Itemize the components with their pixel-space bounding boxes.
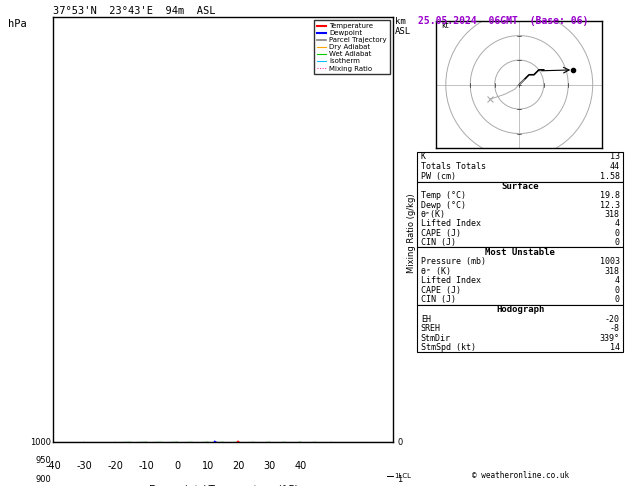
Text: 13: 13 xyxy=(610,152,620,161)
Text: 20: 20 xyxy=(233,461,245,471)
Text: -30: -30 xyxy=(77,461,92,471)
Text: 37°53'N  23°43'E  94m  ASL: 37°53'N 23°43'E 94m ASL xyxy=(53,6,216,16)
Text: EH: EH xyxy=(421,314,431,324)
Text: 19.8: 19.8 xyxy=(599,191,620,200)
Text: Totals Totals: Totals Totals xyxy=(421,162,486,171)
Text: K: K xyxy=(421,152,426,161)
Text: 0: 0 xyxy=(615,238,620,247)
Text: 10: 10 xyxy=(202,461,214,471)
Text: 318: 318 xyxy=(604,210,620,219)
Text: 4: 4 xyxy=(615,220,620,228)
Text: hPa: hPa xyxy=(8,19,27,30)
Text: -8: -8 xyxy=(610,324,620,333)
Text: 25.05.2024  06GMT  (Base: 06): 25.05.2024 06GMT (Base: 06) xyxy=(418,16,588,26)
Text: PW (cm): PW (cm) xyxy=(421,172,456,181)
Text: kt: kt xyxy=(441,21,448,30)
Text: 40: 40 xyxy=(294,461,306,471)
Text: 318: 318 xyxy=(604,267,620,276)
Text: 44: 44 xyxy=(610,162,620,171)
Text: -20: -20 xyxy=(108,461,123,471)
Text: CAPE (J): CAPE (J) xyxy=(421,286,461,295)
Text: Lifted Index: Lifted Index xyxy=(421,220,481,228)
Text: 339°: 339° xyxy=(599,333,620,343)
Text: 1LCL: 1LCL xyxy=(394,472,411,479)
Text: Pressure (mb): Pressure (mb) xyxy=(421,257,486,266)
Text: Lifted Index: Lifted Index xyxy=(421,277,481,285)
Text: 900: 900 xyxy=(36,475,52,484)
Text: CAPE (J): CAPE (J) xyxy=(421,229,461,238)
Text: 1.58: 1.58 xyxy=(599,172,620,181)
Text: Dewp (°C): Dewp (°C) xyxy=(421,201,466,209)
Text: Dewpoint / Temperature (°C): Dewpoint / Temperature (°C) xyxy=(148,485,298,486)
Text: 0: 0 xyxy=(615,229,620,238)
Text: 1000: 1000 xyxy=(31,438,52,447)
Text: 14: 14 xyxy=(610,343,620,352)
Text: Most Unstable: Most Unstable xyxy=(485,248,555,257)
Text: StmDir: StmDir xyxy=(421,333,451,343)
Text: Hodograph: Hodograph xyxy=(496,305,544,314)
Text: -10: -10 xyxy=(138,461,154,471)
Text: 0: 0 xyxy=(615,286,620,295)
Text: 30: 30 xyxy=(264,461,276,471)
Text: Surface: Surface xyxy=(501,182,539,191)
Text: SREH: SREH xyxy=(421,324,441,333)
Text: -20: -20 xyxy=(604,314,620,324)
Text: 4: 4 xyxy=(615,277,620,285)
Text: θᵉ (K): θᵉ (K) xyxy=(421,267,451,276)
Text: -40: -40 xyxy=(45,461,62,471)
Text: © weatheronline.co.uk: © weatheronline.co.uk xyxy=(472,471,569,480)
Text: θᵉ(K): θᵉ(K) xyxy=(421,210,446,219)
Text: 0: 0 xyxy=(615,295,620,304)
Text: 0: 0 xyxy=(174,461,180,471)
Text: 12.3: 12.3 xyxy=(599,201,620,209)
Legend: Temperature, Dewpoint, Parcel Trajectory, Dry Adiabat, Wet Adiabat, Isotherm, Mi: Temperature, Dewpoint, Parcel Trajectory… xyxy=(314,20,389,74)
Text: CIN (J): CIN (J) xyxy=(421,238,456,247)
Text: StmSpd (kt): StmSpd (kt) xyxy=(421,343,476,352)
Text: 1003: 1003 xyxy=(599,257,620,266)
Text: CIN (J): CIN (J) xyxy=(421,295,456,304)
Text: 1: 1 xyxy=(398,475,403,484)
Text: 0: 0 xyxy=(398,438,403,447)
Text: km
ASL: km ASL xyxy=(395,17,411,36)
Text: Temp (°C): Temp (°C) xyxy=(421,191,466,200)
Text: 950: 950 xyxy=(36,456,52,465)
Text: Mixing Ratio (g/kg): Mixing Ratio (g/kg) xyxy=(408,193,416,273)
